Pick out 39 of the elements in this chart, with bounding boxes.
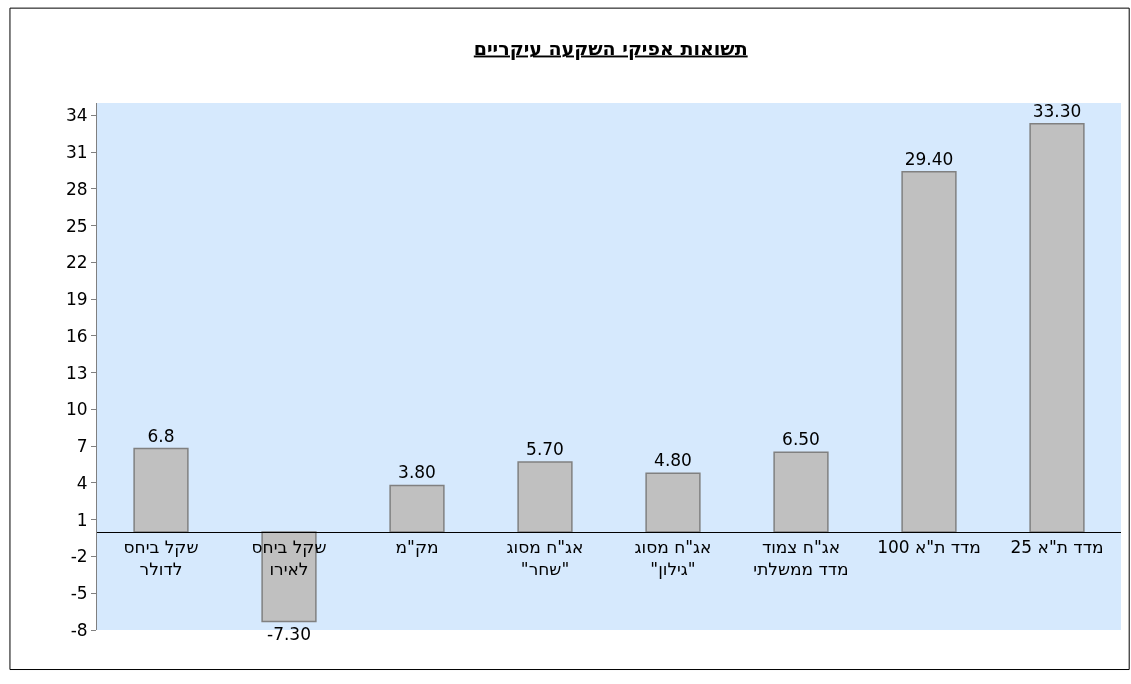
x-tick-label: אג"ח צמוד מדד ממשלתי bbox=[753, 537, 849, 580]
y-tick-label: 7 bbox=[76, 436, 88, 457]
chart-title: תשואות אפיקי השקעה עיקריים bbox=[473, 36, 748, 60]
y-tick-label: 22 bbox=[65, 252, 88, 273]
y-tick-label: 1 bbox=[76, 509, 88, 530]
x-tick-label: שקל ביחס לדולר bbox=[123, 537, 199, 580]
y-tick-label: 34 bbox=[65, 105, 88, 126]
y-tick-label: 25 bbox=[65, 215, 88, 236]
data-label: 5.70 bbox=[526, 439, 564, 460]
bar bbox=[901, 170, 957, 533]
y-tick-label: 10 bbox=[65, 399, 88, 420]
y-tick-label: 31 bbox=[65, 141, 88, 162]
y-tick-label: 19 bbox=[65, 289, 88, 310]
bar bbox=[133, 447, 189, 533]
data-label: 3.80 bbox=[398, 462, 436, 483]
data-label: 6.50 bbox=[782, 429, 820, 450]
bar bbox=[645, 472, 701, 533]
data-label: 6.8 bbox=[147, 425, 175, 446]
data-label: 4.80 bbox=[654, 450, 692, 471]
y-tick-label: -5 bbox=[70, 583, 88, 604]
x-tick-label: מק"מ bbox=[395, 537, 439, 558]
y-tick-label: -8 bbox=[70, 619, 88, 640]
bar bbox=[389, 484, 445, 533]
x-tick-label: אג"ח מסוג "גילון" bbox=[634, 537, 712, 580]
x-tick-label: שקל ביחס לאירו bbox=[251, 537, 327, 580]
y-tick-label: 16 bbox=[65, 325, 88, 346]
bar bbox=[1029, 123, 1085, 533]
y-tick-label: -2 bbox=[70, 546, 88, 567]
x-tick-label: מדד ת"א 100 bbox=[877, 537, 981, 558]
bar bbox=[517, 461, 573, 533]
data-label: -7.30 bbox=[267, 624, 311, 645]
x-tick-label: מדד ת"א 25 bbox=[1010, 537, 1104, 558]
data-label: 29.40 bbox=[904, 148, 954, 169]
x-tick-label: אג"ח מסוג "שחר" bbox=[506, 537, 584, 580]
y-tick-label: 4 bbox=[76, 472, 88, 493]
data-label: 33.30 bbox=[1032, 100, 1082, 121]
y-tick-label: 28 bbox=[65, 178, 88, 199]
y-tick-label: 13 bbox=[65, 362, 88, 383]
bar bbox=[773, 451, 829, 533]
